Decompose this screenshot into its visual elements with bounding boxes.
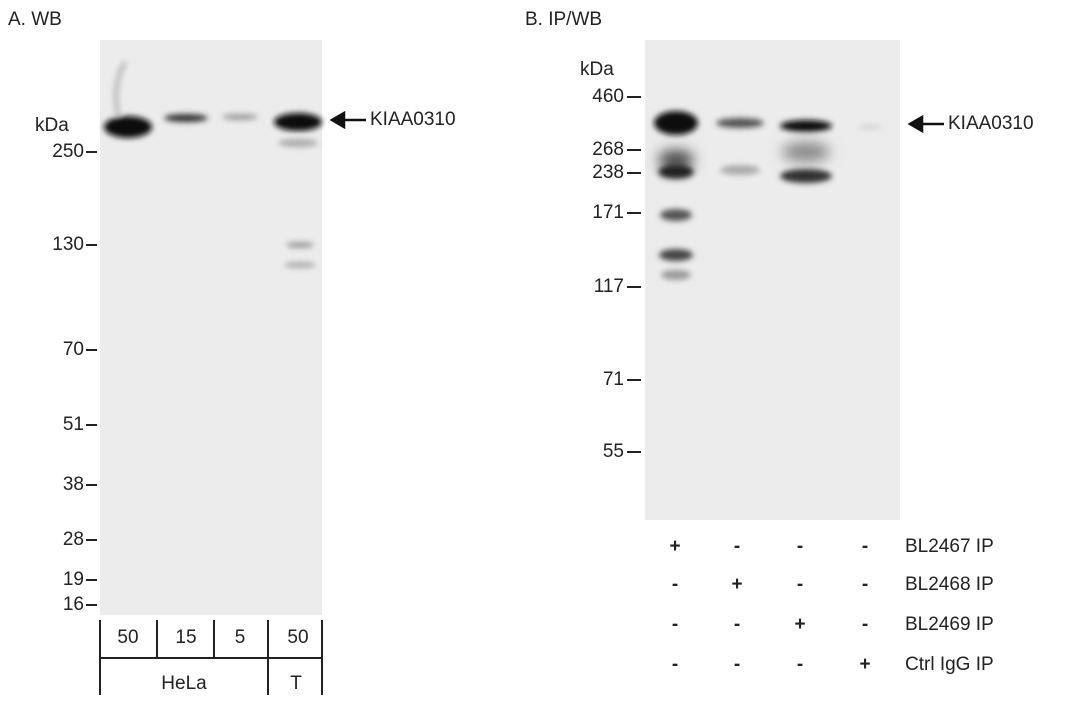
group-label: T [290, 673, 302, 694]
sign: - [734, 536, 740, 557]
bands-b [654, 111, 882, 280]
marker-label: 71 [603, 369, 624, 390]
sign: - [862, 614, 868, 635]
marker-label: 250 [52, 141, 84, 162]
marker-label: 51 [63, 414, 84, 435]
marker-label: 38 [63, 474, 84, 495]
sign: - [672, 574, 678, 595]
lane-label: 50 [287, 627, 308, 648]
unit-label: kDa [35, 115, 69, 136]
row-label: Ctrl IgG IP [905, 654, 994, 675]
marker-label: 238 [592, 162, 624, 183]
lane-label: 5 [235, 627, 246, 648]
sign: + [669, 536, 680, 557]
sign: - [862, 574, 868, 595]
panel-title: B. IP/WB [525, 9, 602, 30]
sign: - [797, 574, 803, 595]
group-label: HeLa [161, 673, 207, 694]
marker-label: 16 [63, 594, 84, 615]
marker-label: 70 [63, 339, 84, 360]
sign: - [672, 614, 678, 635]
bands-a [104, 60, 322, 268]
panel-title: A. WB [8, 9, 62, 30]
marker-label: 460 [592, 86, 624, 107]
marker-label: 268 [592, 139, 624, 160]
target-label: KIAA0310 [370, 109, 456, 130]
lane-lines [99, 620, 323, 695]
sign: - [672, 654, 678, 675]
target-label: KIAA0310 [948, 113, 1034, 134]
row-label: BL2467 IP [905, 536, 994, 557]
row-label: BL2469 IP [905, 614, 994, 635]
sign: - [797, 536, 803, 557]
marker-label: 171 [592, 202, 624, 223]
sign: + [794, 614, 805, 635]
sign: - [862, 536, 868, 557]
sign: - [734, 654, 740, 675]
sign: + [731, 574, 742, 595]
lane-label: 15 [175, 627, 196, 648]
marker-label: 28 [63, 529, 84, 550]
marker-label: 117 [594, 276, 624, 297]
lane-label: 50 [117, 627, 138, 648]
unit-label: kDa [580, 59, 614, 80]
marker-label: 55 [603, 441, 624, 462]
row-label: BL2468 IP [905, 574, 994, 595]
sign: + [859, 654, 870, 675]
arrows [329, 110, 944, 134]
marker-label: 19 [63, 569, 84, 590]
sign: - [734, 614, 740, 635]
sign: - [797, 654, 803, 675]
marker-label: 130 [52, 234, 84, 255]
